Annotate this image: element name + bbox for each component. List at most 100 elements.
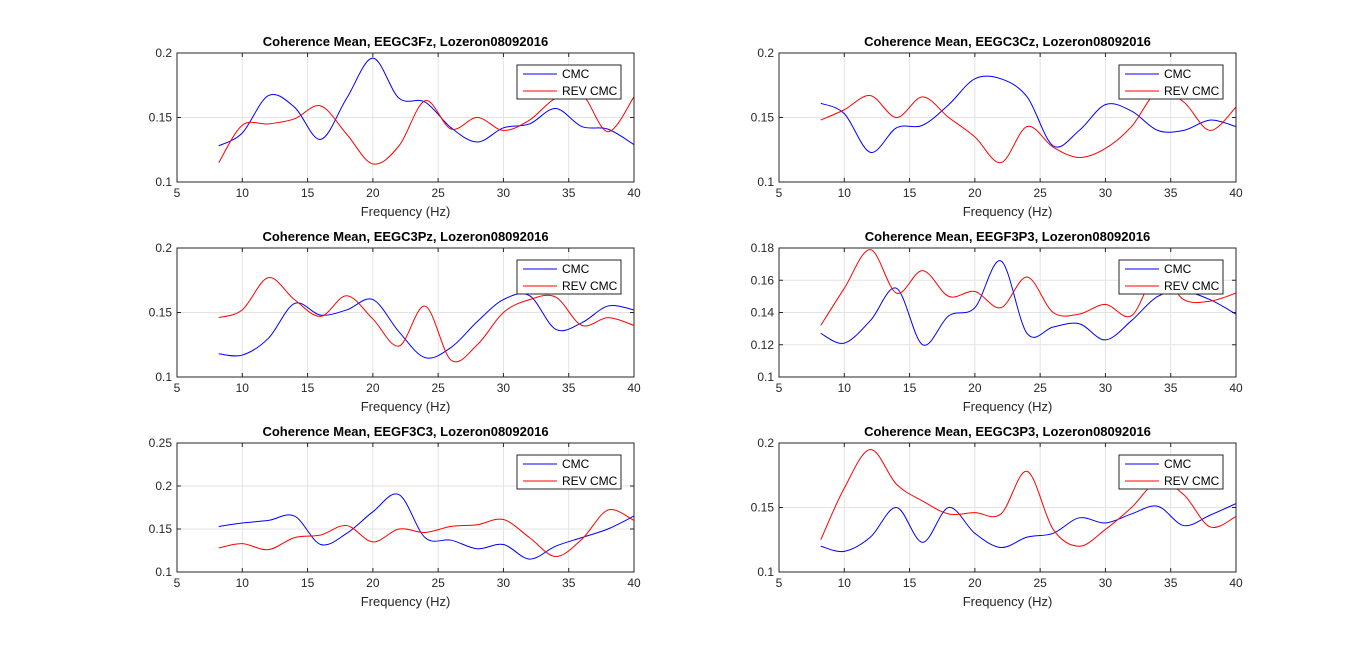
- x-tick-label: 15: [301, 381, 315, 395]
- x-axis-label: Frequency (Hz): [963, 594, 1053, 609]
- x-tick-label: 5: [174, 381, 181, 395]
- chart-title: Coherence Mean, EEGC3Fz, Lozeron08092016: [263, 34, 548, 49]
- legend-label: REV CMC: [562, 279, 618, 293]
- chart-title: Coherence Mean, EEGC3Pz, Lozeron08092016: [262, 229, 548, 244]
- legend-label: CMC: [562, 457, 590, 471]
- y-tick-label: 0.14: [751, 306, 775, 320]
- legend: CMC REV CMC: [1118, 259, 1224, 295]
- x-tick-label: 35: [1164, 381, 1178, 395]
- y-tick-label: 0.1: [757, 175, 774, 189]
- y-tick-label: 0.15: [149, 306, 173, 320]
- legend: CMC REV CMC: [516, 64, 622, 100]
- legend-label: REV CMC: [1164, 84, 1220, 98]
- x-axis-label: Frequency (Hz): [361, 594, 451, 609]
- subplot-3: 5 10 15 20 25 30 35 40 0.1 0.15 0.2 Coherence Mean,…: [149, 229, 641, 414]
- y-tick-label: 0.15: [751, 111, 775, 125]
- axes-box: [778, 442, 1237, 573]
- x-tick-label: 20: [968, 381, 982, 395]
- x-tick-label: 25: [1033, 186, 1047, 200]
- legend-label: CMC: [562, 67, 590, 81]
- y-tick-label: 0.2: [155, 241, 172, 255]
- series-line-rev-cmc: [218, 509, 634, 558]
- x-tick-label: 35: [1164, 186, 1178, 200]
- x-tick-label: 25: [431, 381, 445, 395]
- legend: CMC REV CMC: [1118, 454, 1224, 490]
- x-tick-label: 20: [968, 186, 982, 200]
- x-tick-label: 35: [562, 186, 576, 200]
- x-tick-label: 30: [497, 381, 511, 395]
- subplot-5: 5 10 15 20 25 30 35 40 0.1 0.15 0.2 0.25 Coherence M…: [149, 424, 641, 609]
- y-tick-label: 0.25: [149, 436, 173, 450]
- x-tick-label: 5: [776, 381, 783, 395]
- axes-box: [176, 247, 635, 378]
- y-tick-label: 0.2: [757, 436, 774, 450]
- legend: CMC REV CMC: [1118, 64, 1224, 100]
- x-tick-label: 40: [1229, 381, 1243, 395]
- axes-box: [778, 52, 1237, 183]
- x-tick-label: 15: [903, 186, 917, 200]
- series-line-cmc: [218, 57, 634, 147]
- series-line-cmc: [820, 75, 1236, 153]
- x-tick-label: 30: [1099, 381, 1113, 395]
- legend-label: CMC: [562, 262, 590, 276]
- subplot-6: 5 10 15 20 25 30 35 40 0.1 0.15 0.2 Coherence Mean,…: [751, 424, 1243, 609]
- grid: [177, 53, 634, 182]
- y-tick-label: 0.1: [757, 565, 774, 579]
- x-tick-label: 35: [1164, 576, 1178, 590]
- x-tick-label: 10: [838, 381, 852, 395]
- x-tick-label: 25: [1033, 381, 1047, 395]
- x-tick-label: 30: [497, 186, 511, 200]
- y-tick-label: 0.15: [751, 501, 775, 515]
- x-tick-label: 30: [497, 576, 511, 590]
- x-tick-label: 30: [1099, 576, 1113, 590]
- legend-label: CMC: [1164, 457, 1192, 471]
- legend-box: [1118, 259, 1224, 295]
- x-tick-label: 30: [1099, 186, 1113, 200]
- y-tick-label: 0.15: [149, 111, 173, 125]
- x-tick-label: 15: [903, 576, 917, 590]
- x-tick-label: 10: [838, 186, 852, 200]
- grid: [779, 53, 1236, 182]
- x-axis-label: Frequency (Hz): [361, 204, 451, 219]
- x-tick-label: 15: [301, 186, 315, 200]
- x-axis-label: Frequency (Hz): [963, 399, 1053, 414]
- y-tick-label: 0.15: [149, 522, 173, 536]
- y-tick-label: 0.1: [155, 565, 172, 579]
- x-tick-label: 20: [366, 381, 380, 395]
- legend-label: CMC: [1164, 67, 1192, 81]
- x-tick-label: 40: [627, 381, 641, 395]
- legend: CMC REV CMC: [516, 259, 622, 295]
- x-tick-label: 40: [1229, 186, 1243, 200]
- x-tick-label: 25: [431, 576, 445, 590]
- chart-title: Coherence Mean, EEGF3C3, Lozeron08092016: [262, 424, 548, 439]
- y-tick-label: 0.2: [757, 46, 774, 60]
- x-axis-label: Frequency (Hz): [361, 399, 451, 414]
- y-tick-label: 0.18: [751, 241, 775, 255]
- x-tick-label: 35: [562, 576, 576, 590]
- legend-box: [516, 64, 622, 100]
- axes-box: [778, 247, 1237, 378]
- x-tick-label: 10: [236, 381, 250, 395]
- y-tick-label: 0.12: [751, 338, 775, 352]
- legend-label: REV CMC: [1164, 474, 1220, 488]
- series-line-rev-cmc: [218, 277, 634, 363]
- subplot-1: 5 10 15 20 25 30 35 40 0.1 0.15 0.2 Coherence Mean,…: [149, 34, 641, 219]
- x-tick-label: 10: [236, 576, 250, 590]
- y-tick-label: 0.1: [155, 175, 172, 189]
- x-tick-label: 20: [366, 186, 380, 200]
- x-tick-label: 10: [838, 576, 852, 590]
- y-tick-label: 0.2: [155, 46, 172, 60]
- y-tick-label: 0.2: [155, 479, 172, 493]
- x-tick-label: 5: [174, 186, 181, 200]
- x-tick-label: 20: [366, 576, 380, 590]
- legend-label: CMC: [1164, 262, 1192, 276]
- x-tick-label: 35: [562, 381, 576, 395]
- y-tick-label: 0.1: [155, 370, 172, 384]
- x-tick-label: 5: [776, 576, 783, 590]
- x-tick-label: 15: [903, 381, 917, 395]
- legend-label: REV CMC: [562, 474, 618, 488]
- x-axis-label: Frequency (Hz): [963, 204, 1053, 219]
- axes-box: [176, 52, 635, 183]
- subplot-2: 5 10 15 20 25 30 35 40 0.1 0.15 0.2 Coherence Mean,…: [751, 34, 1243, 219]
